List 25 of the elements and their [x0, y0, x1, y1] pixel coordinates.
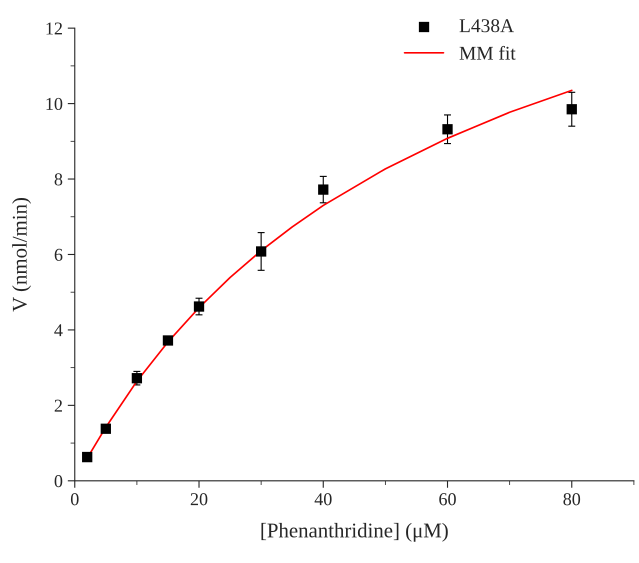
x-tick-label: 80 [563, 493, 580, 506]
x-tick-label: 0 [70, 493, 79, 506]
legend-label: MM fit [460, 46, 516, 60]
x-tick-label: 60 [439, 493, 456, 506]
y-axis-title: V (nmol/min) [12, 198, 32, 312]
point [82, 452, 92, 462]
x-axis-title: [Phenanthridine] (μM) [261, 522, 448, 542]
point [132, 373, 142, 384]
point [100, 424, 111, 434]
x-tick-label: 40 [314, 493, 332, 506]
point [566, 104, 577, 114]
y-tick-label: 6 [54, 248, 62, 261]
x-tick-label: 20 [190, 493, 208, 506]
y-tick-label: 10 [46, 98, 62, 110]
y-tick-label: 0 [54, 475, 62, 488]
y-tick-label: 2 [54, 400, 62, 412]
y-tick-label: 8 [54, 173, 62, 186]
point [318, 184, 328, 195]
y-tick-label: 12 [46, 22, 62, 34]
y-tick-label: 4 [54, 324, 63, 336]
legend-label: L438A [460, 19, 514, 32]
point [162, 335, 174, 346]
point [256, 246, 266, 257]
point [194, 301, 204, 312]
point [442, 124, 453, 134]
